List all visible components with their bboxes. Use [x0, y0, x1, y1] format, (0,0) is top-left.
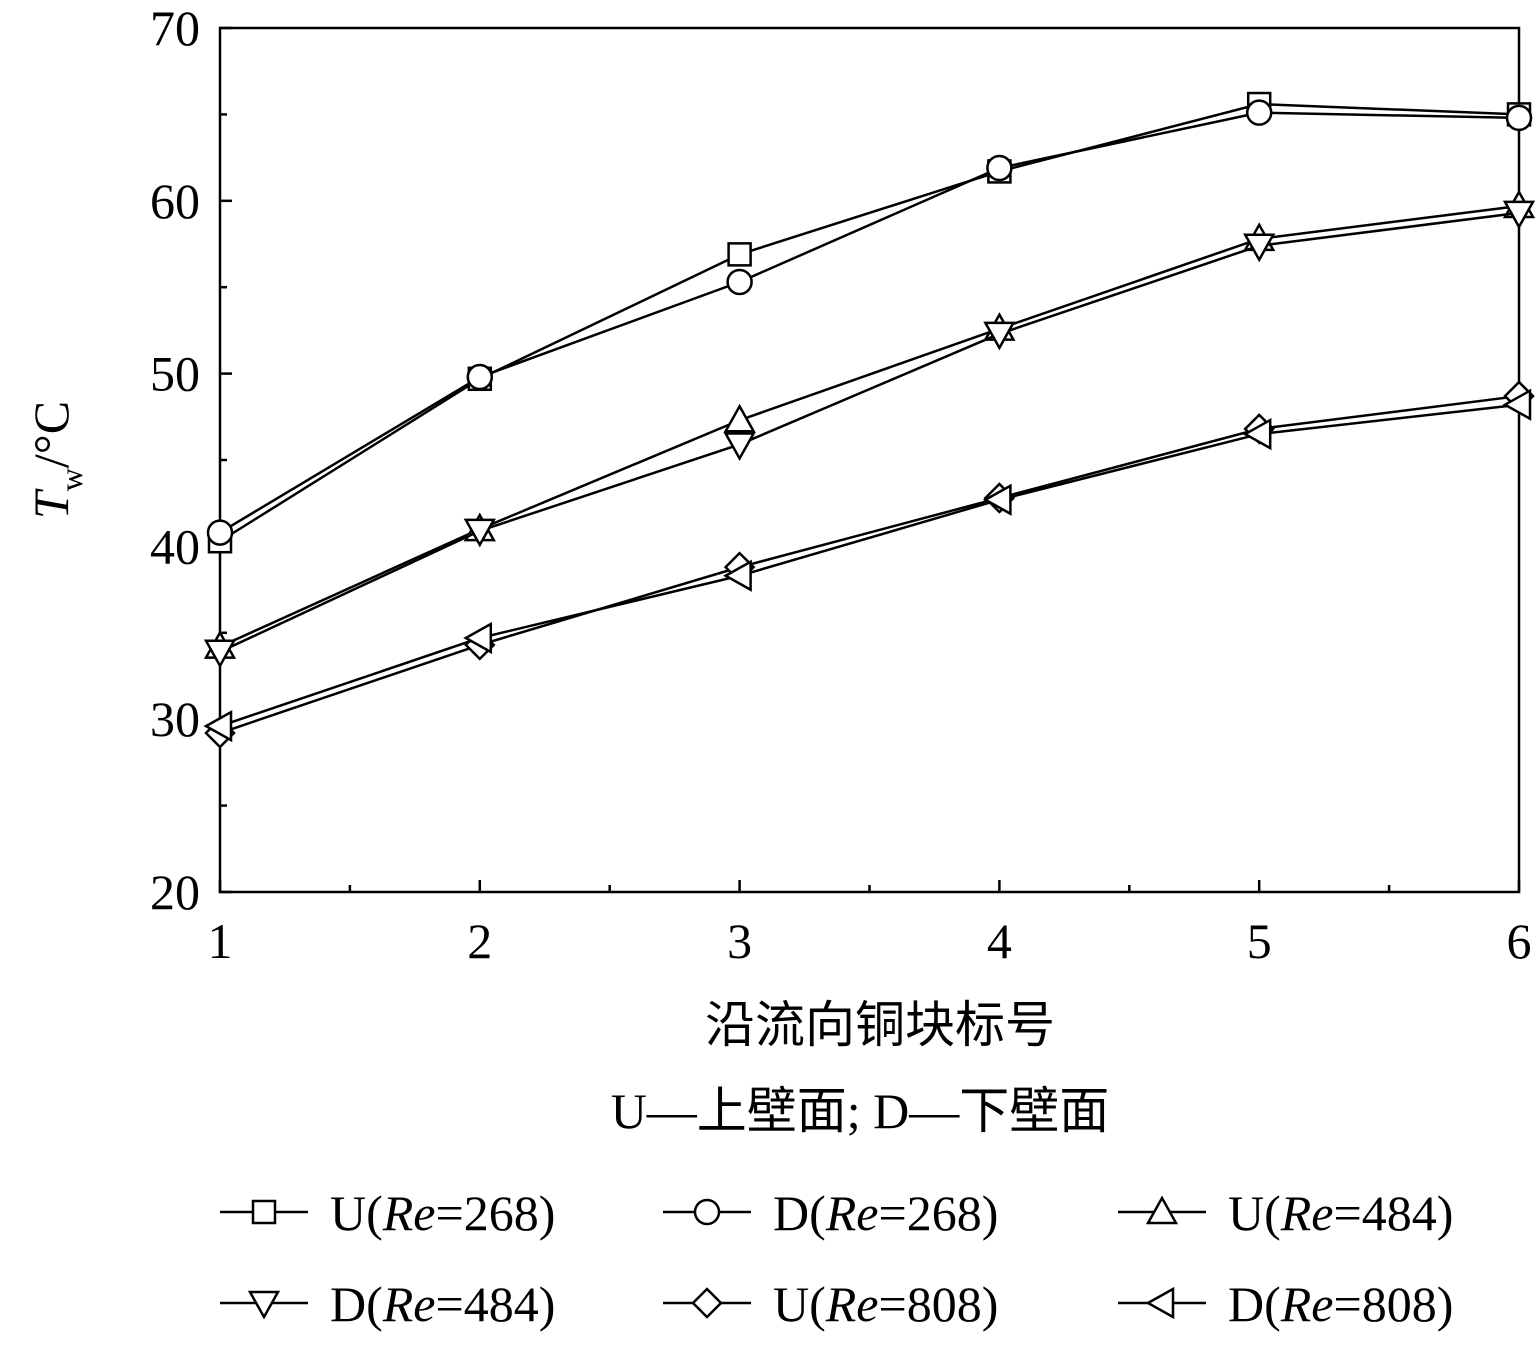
legend-item: U(Re=808) — [663, 1276, 998, 1332]
series-line — [219, 204, 1520, 648]
wall-note: U—上壁面; D—下壁面 — [611, 1083, 1110, 1139]
series-line — [219, 102, 1520, 543]
legend-marker — [693, 1198, 721, 1226]
data-point — [1502, 200, 1536, 230]
data-point — [723, 559, 752, 592]
series-line — [219, 403, 1520, 728]
data-point — [466, 363, 494, 391]
legend-label: D(Re=268) — [773, 1185, 998, 1241]
y-tick-label: 70 — [150, 0, 200, 56]
data-point — [723, 403, 756, 433]
data-point — [1242, 417, 1272, 451]
plot-area — [218, 26, 1521, 894]
x-tick-label: 1 — [208, 913, 233, 969]
legend-marker — [247, 1290, 281, 1320]
y-tick-label: 60 — [150, 173, 200, 229]
plot-frame — [218, 26, 1521, 894]
legend-marker — [1145, 1286, 1175, 1320]
data-point — [726, 268, 753, 296]
x-tick-label: 6 — [1507, 913, 1532, 969]
legend-item: D(Re=484) — [220, 1276, 555, 1332]
series-2 — [206, 99, 1533, 546]
data-point — [206, 519, 234, 546]
legend-label: D(Re=484) — [330, 1276, 555, 1332]
legend-marker — [691, 1287, 723, 1319]
series-line — [219, 394, 1520, 735]
x-axis-ticks: 1 2 3 4 5 6 — [208, 880, 1532, 969]
data-point — [1502, 388, 1532, 421]
data-point — [727, 242, 752, 267]
x-tick-label: 2 — [467, 913, 492, 969]
y-axis-subscript: w — [53, 468, 89, 491]
legend-label: U(Re=268) — [330, 1185, 555, 1241]
legend-marker — [1145, 1195, 1179, 1225]
data-point — [203, 639, 237, 669]
y-tick-label: 30 — [150, 691, 200, 747]
legend-item: U(Re=268) — [220, 1185, 555, 1241]
x-tick-label: 4 — [987, 913, 1012, 969]
legend-label: U(Re=484) — [1228, 1185, 1453, 1241]
y-tick-label: 20 — [150, 864, 200, 920]
legend-item: D(Re=808) — [1118, 1276, 1453, 1332]
data-point — [982, 483, 1012, 516]
data-point — [986, 154, 1013, 182]
y-axis-ticks: 20 30 40 50 60 70 — [150, 0, 232, 920]
x-axis-title: 沿流向铜块标号 — [705, 997, 1055, 1053]
data-point — [1505, 104, 1533, 132]
series-6 — [203, 388, 1532, 743]
y-axis-unit: /°C — [23, 401, 79, 468]
legend: U(Re=268) D(Re=268) U(Re=484) D(Re=484) U(Re… — [220, 1185, 1453, 1332]
data-point — [463, 621, 493, 655]
legend-label: D(Re=808) — [1228, 1276, 1453, 1332]
legend-item: U(Re=484) — [1118, 1185, 1453, 1241]
series-group — [203, 91, 1536, 749]
x-tick-label: 5 — [1247, 913, 1272, 969]
y-tick-label: 50 — [150, 346, 200, 402]
legend-item: D(Re=268) — [663, 1185, 998, 1241]
series-line — [219, 211, 1520, 653]
y-axis-symbol: T — [23, 488, 79, 519]
data-point — [463, 518, 496, 548]
series-line — [219, 111, 1520, 534]
data-point — [1245, 99, 1273, 126]
legend-marker — [251, 1199, 277, 1225]
legend-label: U(Re=808) — [773, 1276, 998, 1332]
series-1 — [207, 91, 1532, 554]
data-point — [203, 709, 233, 743]
y-axis-title: Tw/°C — [23, 401, 89, 519]
data-point — [1243, 233, 1276, 263]
data-point — [723, 432, 756, 462]
data-point — [983, 321, 1016, 351]
x-tick-label: 3 — [727, 913, 752, 969]
y-tick-label: 40 — [150, 518, 200, 574]
series-4 — [203, 200, 1536, 669]
